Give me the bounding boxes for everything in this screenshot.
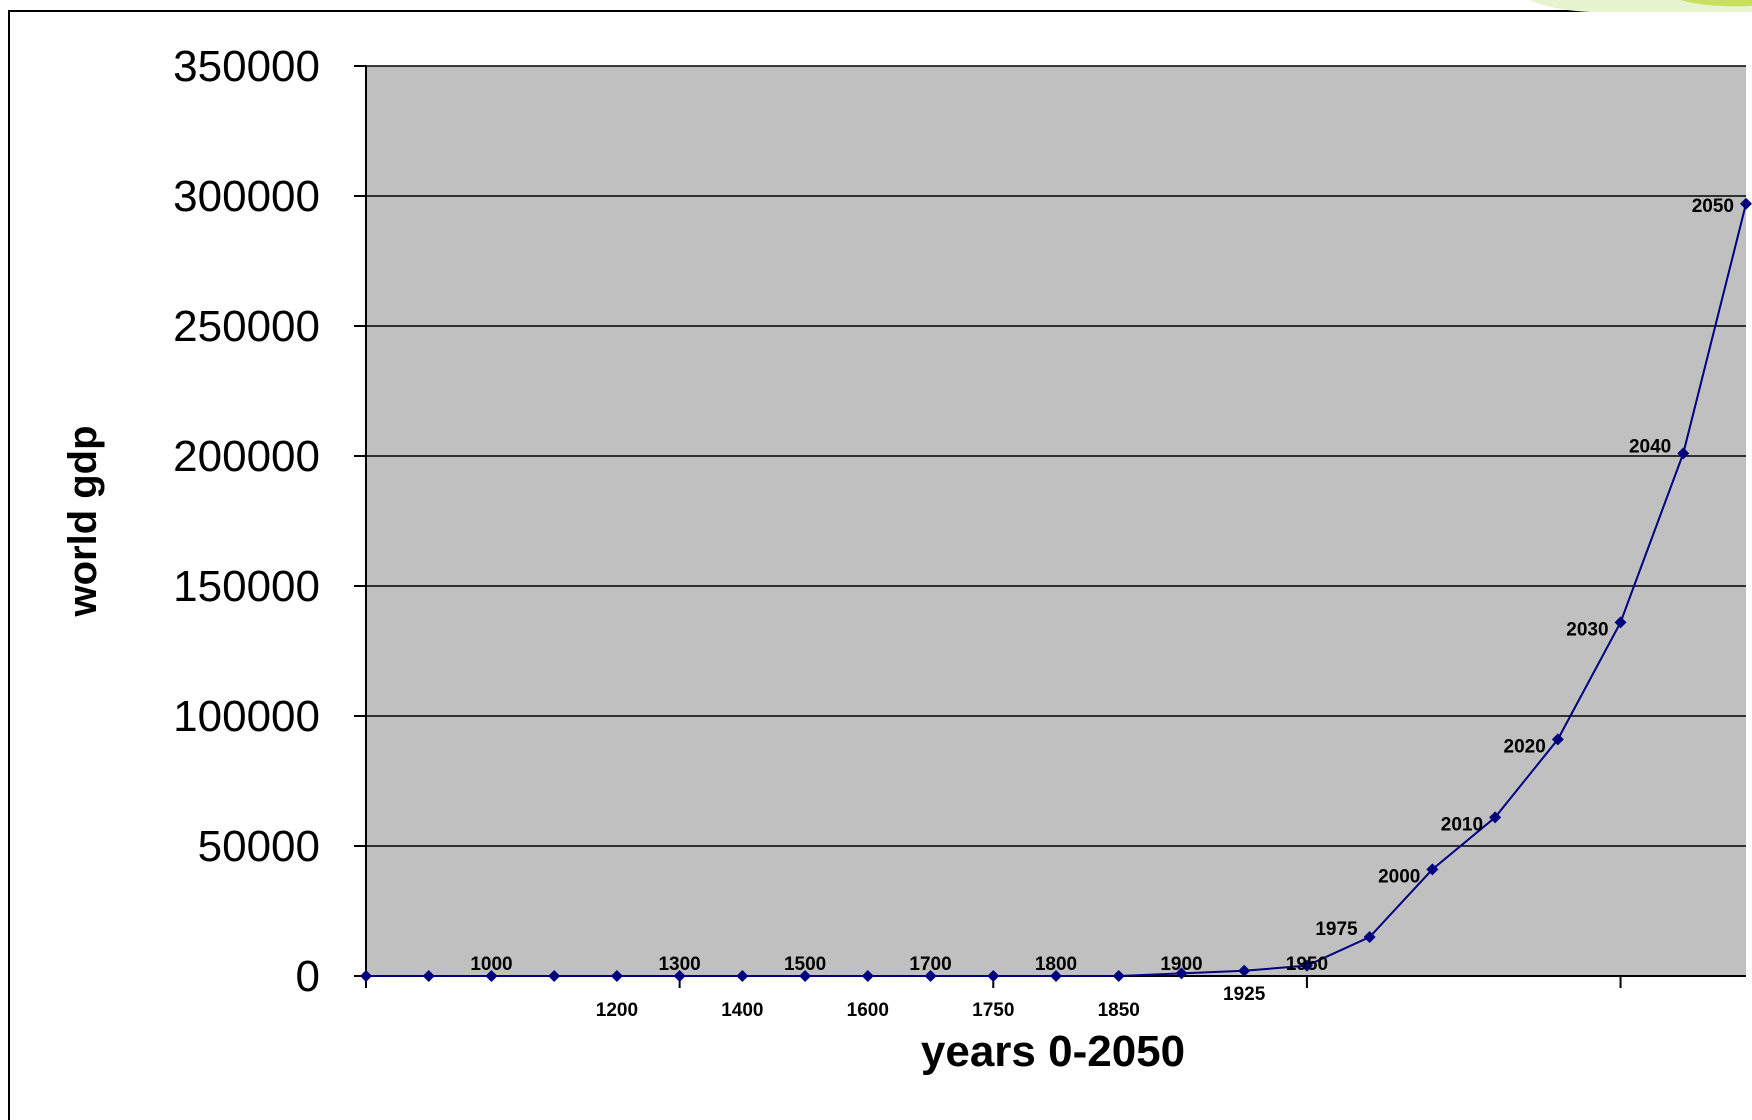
data-point [1614,616,1627,629]
data-point [422,970,435,982]
data-point [736,970,749,982]
data-label: 2040 [1629,436,1671,457]
data-point [924,970,937,982]
plot-area [366,66,1746,976]
data-point [485,970,498,982]
y-tick-label: 100000 [173,692,320,741]
y-axis-title: world gdp [61,425,105,617]
data-label: 1975 [1315,919,1358,940]
y-tick-label: 50000 [198,822,320,871]
gridlines [366,65,1746,847]
data-markers [360,197,1752,982]
data-label: 1500 [784,954,826,975]
data-label: 1925 [1223,984,1266,1005]
data-label: 1200 [596,1000,638,1021]
data-label: 1600 [847,1000,889,1021]
data-point [1677,447,1690,460]
data-label: 1900 [1160,954,1202,975]
data-label: 1850 [1098,1000,1140,1021]
data-label: 2030 [1566,619,1608,640]
data-label: 1000 [470,954,512,975]
data-point [1426,863,1439,876]
data-label: 2020 [1504,736,1546,757]
y-tick-label: 300000 [173,172,320,221]
data-point [1050,970,1062,982]
data-point [799,970,812,982]
data-label: 1750 [972,1000,1014,1021]
data-point [987,970,1000,982]
data-point [673,970,686,982]
data-point [548,970,561,982]
data-point [610,970,623,982]
y-axis-ticks: 0 50000 100000 150000 200000 250000 300000 3500… [173,42,366,1001]
data-point [1238,964,1251,977]
data-label: 2050 [1692,196,1734,217]
data-point [1740,197,1752,210]
data-point [1363,931,1376,943]
data-label: 1400 [721,1000,763,1021]
data-label: 1300 [658,954,700,975]
x-axis-title: years 0-2050 [921,1027,1185,1076]
data-point [360,970,372,982]
data-labels: 1000 1200 1300 1400 1500 1600 1700 1750 1800 1850… [470,196,1734,1021]
data-point [1300,959,1313,972]
data-label: 2000 [1378,866,1420,887]
data-point [1489,811,1502,824]
corner-decoration [1530,0,1752,12]
data-point [1551,733,1564,746]
y-tick-label: 0 [296,952,320,1001]
chart-frame [8,10,1752,1120]
data-point [1112,970,1125,982]
y-tick-label: 200000 [173,432,320,481]
y-tick-label: 250000 [173,302,320,351]
y-tick-label: 150000 [173,562,320,611]
data-label: 1950 [1286,954,1328,975]
data-label: 1700 [909,954,951,975]
data-point [861,970,874,982]
y-tick-label: 350000 [173,42,320,91]
data-label: 2010 [1441,814,1483,835]
data-point [1175,967,1188,980]
data-label: 1800 [1035,954,1077,975]
